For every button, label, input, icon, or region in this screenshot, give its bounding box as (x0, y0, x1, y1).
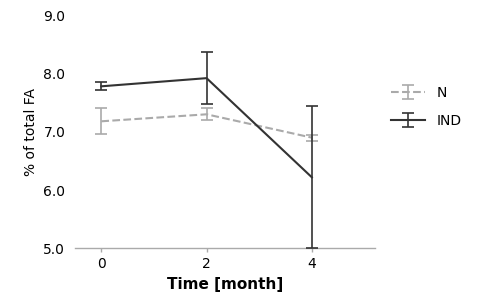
Y-axis label: % of total FA: % of total FA (24, 88, 38, 176)
Legend: N, IND: N, IND (385, 80, 467, 133)
X-axis label: Time [month]: Time [month] (167, 277, 283, 292)
